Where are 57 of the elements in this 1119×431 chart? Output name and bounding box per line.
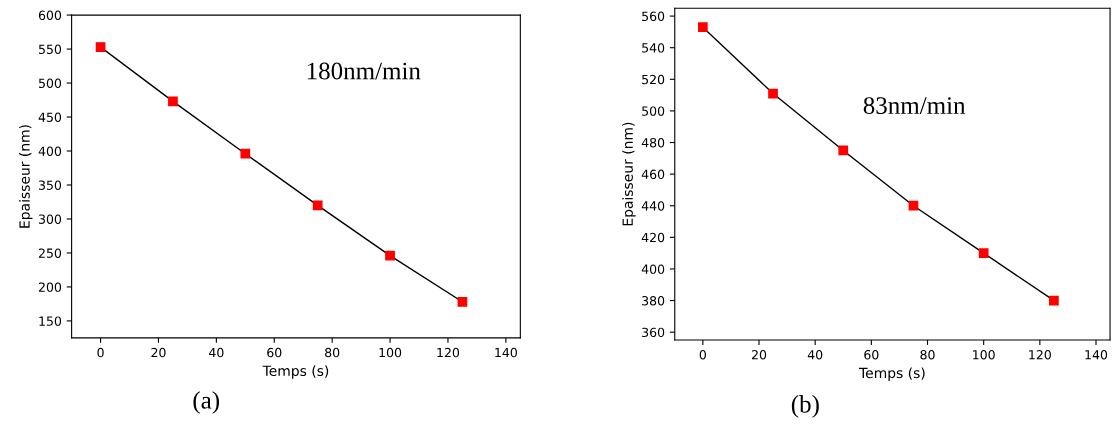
text: (a) [193,391,220,414]
y-axis-title: Epaisseur (nm) [19,125,33,228]
x-tick-label: 60 [267,347,282,358]
text: (b) [791,395,819,418]
y-tick-label: 360 [642,327,665,338]
x-tick-label: 60 [864,350,879,360]
x-tick-label: 80 [325,347,340,358]
x-axis-title: Temps (s) [858,367,925,381]
point [908,200,919,211]
y-tick-label: 350 [38,180,62,190]
y-tick-label: 450 [38,112,62,122]
x-tick-label: 140 [495,347,517,358]
point [457,297,468,307]
x-tick-label: 40 [807,350,823,360]
y-tick-label: 540 [642,43,665,53]
x-tick-label: 140 [1085,350,1108,360]
y-tick-label: 550 [39,44,62,54]
y-tick-label: 420 [641,232,665,243]
y-tick-label: 500 [642,106,665,116]
x-tick-label: 20 [751,350,767,360]
point [168,96,178,107]
y-tick-label: 460 [641,169,665,180]
y-axis-title: Epaisseur (nm) [622,122,636,226]
annotation: 180nm/min [307,62,421,80]
y-tick-label: 300 [38,214,62,224]
y-tick-label: 380 [642,296,665,306]
y-tick-label: 150 [39,316,62,326]
point [697,22,708,33]
x-tick-label: 20 [151,347,166,358]
y-tick-label: 400 [38,146,62,156]
y-tick-label: 480 [641,137,665,148]
point [768,88,778,99]
point [95,42,106,52]
y-tick-label: 560 [642,11,665,22]
point [978,248,989,259]
y-tick-label: 250 [38,248,62,258]
point [385,250,395,261]
point [240,148,251,159]
point [312,200,323,211]
y-tick-label: 200 [38,282,62,292]
x-tick-label: 40 [209,347,224,358]
x-tick-label: 0 [699,350,706,360]
y-tick-label: 440 [641,201,665,211]
point [1049,295,1059,306]
x-axis-title: Temps (s) [262,365,329,379]
x-tick-label: 100 [973,350,995,360]
x-tick-label: 120 [437,347,460,358]
x-tick-label: 80 [920,350,935,360]
x-tick-label: 100 [379,347,402,358]
y-tick-label: 600 [38,10,62,21]
x-tick-label: 0 [97,347,104,358]
y-tick-label: 520 [642,74,665,85]
point [838,145,849,156]
y-tick-label: 500 [39,78,62,88]
annotation: 83nm/min [863,97,966,115]
y-tick-label: 400 [641,264,665,274]
x-tick-label: 120 [1029,350,1051,360]
